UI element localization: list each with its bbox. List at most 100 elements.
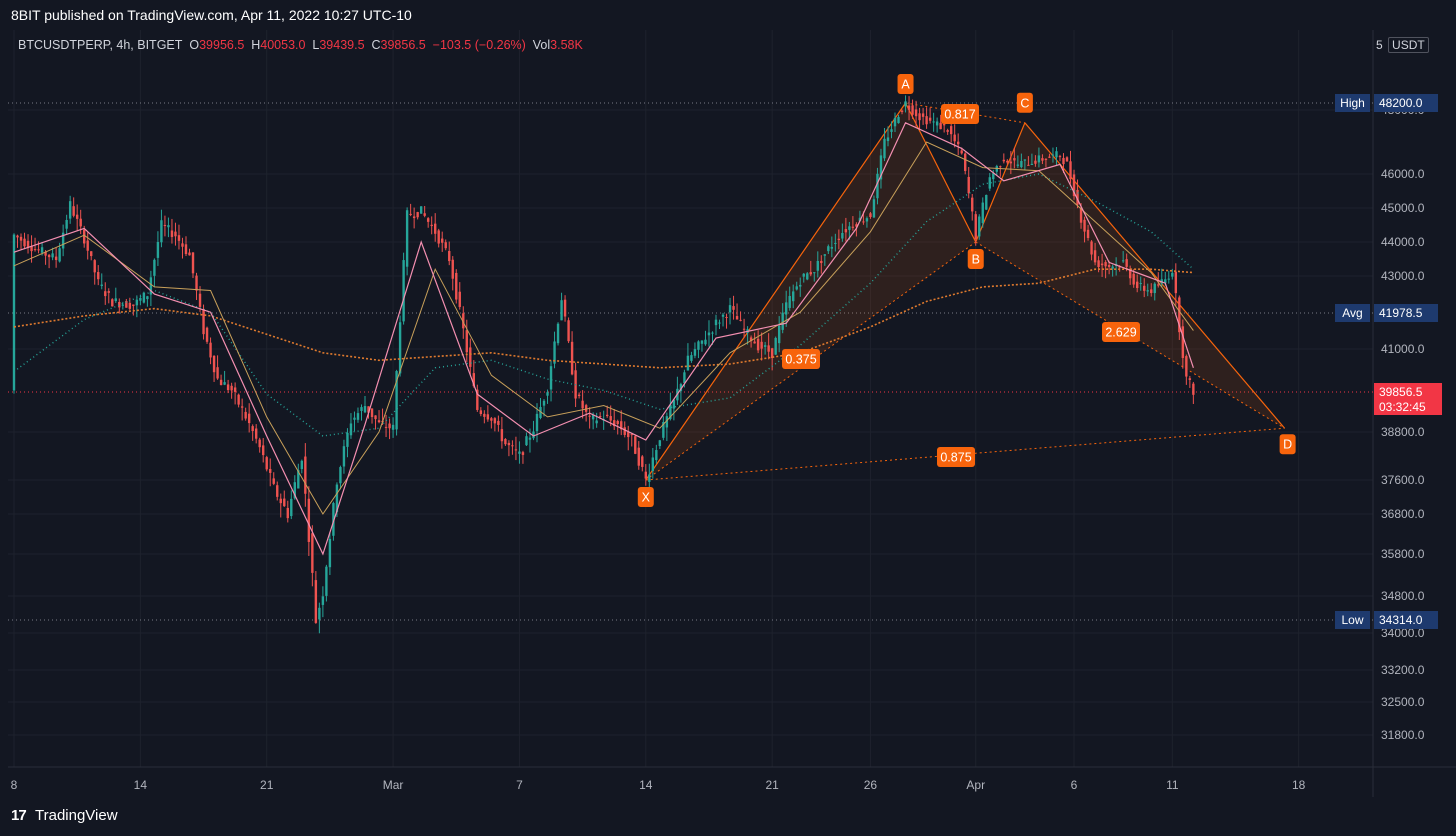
ratio-xd-label-bg [937, 447, 975, 467]
candle-body [949, 126, 953, 135]
candle-body [532, 431, 535, 439]
candle-body [1041, 158, 1044, 161]
currency-unit[interactable]: USDT [1388, 37, 1429, 53]
legend-close-value: 39856.5 [380, 38, 426, 52]
candle-body [100, 284, 103, 286]
pattern-leg [905, 102, 977, 243]
candle-body [539, 406, 542, 419]
candle-body [820, 260, 823, 264]
price-tick-label: 31800.0 [1381, 728, 1425, 742]
candle-body [711, 332, 714, 334]
candle-body [448, 251, 451, 262]
candle-body [160, 220, 163, 243]
currency-selector[interactable]: 5 USDT [1376, 37, 1429, 53]
candle-body [1048, 156, 1051, 158]
candle-body [1171, 272, 1174, 277]
candle-body [644, 471, 647, 479]
candle-body [609, 416, 612, 421]
candle-body [391, 424, 395, 430]
candle-body [556, 323, 560, 344]
candle-body [297, 470, 300, 489]
candle-body [662, 422, 665, 438]
low-badge-label-bg [1335, 611, 1370, 629]
candle-body [1139, 283, 1142, 285]
price-tick-label: 34800.0 [1381, 589, 1425, 603]
candle-body [795, 286, 798, 290]
candle-body [946, 130, 949, 132]
ma-dotted-line [13, 173, 1194, 437]
candle-body [304, 456, 307, 494]
candle-body [1076, 189, 1079, 205]
candle-body [844, 229, 848, 233]
candle-body [577, 394, 581, 396]
candle-body [51, 253, 54, 258]
candle-body [760, 341, 763, 349]
candle-body [1181, 326, 1185, 358]
candle-body [897, 116, 900, 124]
candle-body [68, 201, 72, 219]
chart-area[interactable]: XABCD0.8170.3752.6290.87548000.046000.04… [8, 30, 1456, 797]
candle-body [135, 299, 139, 306]
ma-mid-line [13, 141, 1194, 515]
candle-body [307, 498, 311, 542]
candle-body [244, 411, 247, 419]
candle-body [30, 246, 33, 252]
point-x-label: X [637, 487, 654, 507]
legend-close-label: C [371, 38, 381, 52]
candle-body [1030, 163, 1034, 165]
candle-body [476, 389, 479, 410]
high-badge-label: High [1340, 96, 1365, 110]
candle-body [883, 138, 886, 159]
candle-body [651, 457, 655, 472]
current-price-value: 39856.5 [1379, 385, 1423, 399]
candle-body [33, 249, 37, 251]
candle-body [967, 176, 970, 194]
candle-body [444, 242, 447, 249]
candle-body [125, 301, 128, 308]
candle-body [265, 457, 268, 470]
candle-body [613, 420, 616, 427]
candle-body [486, 414, 490, 420]
candle-body [332, 503, 335, 536]
candle-body [493, 418, 497, 424]
price-tick-label: 43000.0 [1381, 269, 1425, 283]
candle-body [588, 415, 591, 417]
candle-body [1143, 285, 1146, 291]
candle-body [451, 259, 454, 279]
candle-body [809, 272, 812, 275]
candle-body [756, 338, 760, 351]
candle-body [648, 474, 651, 482]
pattern-fill-xab [645, 103, 976, 480]
candle-body [721, 314, 725, 317]
candle-body [1020, 161, 1023, 168]
point-a-label-bg [897, 74, 914, 94]
price-chart[interactable]: XABCD0.8170.3752.6290.87548000.046000.04… [8, 30, 1456, 797]
high-badge-value-bg [1374, 94, 1438, 112]
candle-body [65, 219, 68, 229]
candle-body [978, 216, 981, 237]
candle-body [964, 153, 967, 171]
point-c-label-text: C [1020, 96, 1029, 110]
grid [8, 30, 1373, 767]
ratio-ab-label-bg [941, 104, 979, 124]
time-tick-label: 14 [639, 778, 653, 792]
candle-body [419, 206, 423, 214]
candle-body [623, 427, 626, 435]
candle-body [240, 406, 244, 408]
candle-body [195, 275, 198, 291]
price-axis: 48000.046000.045000.044000.043000.041000… [1381, 103, 1425, 742]
candle-body [398, 322, 402, 374]
candle-body [1097, 260, 1100, 268]
candle-body [1132, 273, 1135, 285]
point-d-label-bg [1279, 434, 1296, 455]
candle-body [560, 300, 563, 321]
header-bar: 8BIT published on TradingView.com, Apr 1… [0, 0, 1456, 30]
candle-body [679, 384, 683, 392]
candle-body [616, 420, 619, 425]
candle-body [549, 366, 553, 390]
candle-body [339, 467, 342, 484]
candle-body [1107, 265, 1111, 267]
time-tick-label: 21 [765, 778, 779, 792]
candle-body [742, 328, 746, 330]
candle-body [47, 254, 51, 258]
